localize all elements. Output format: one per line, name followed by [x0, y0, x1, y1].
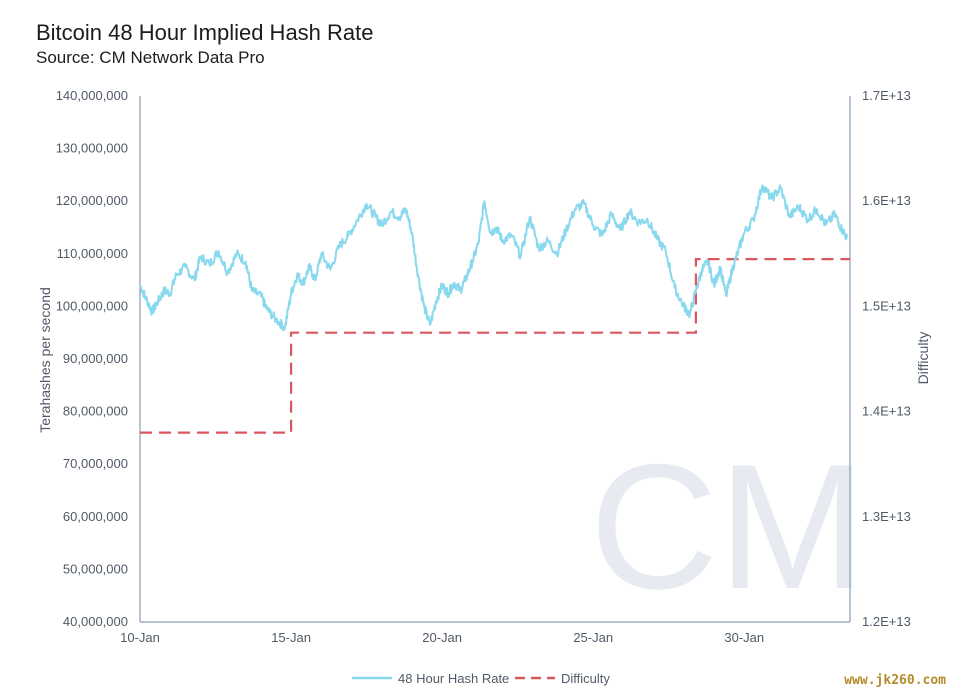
y-tick-label: 110,000,000	[57, 246, 128, 261]
chart-title: Bitcoin 48 Hour Implied Hash Rate	[36, 20, 374, 45]
y-axis-left-ticks: 140,000,000 130,000,000 120,000,000 110,000…	[56, 88, 128, 629]
y2-tick-label: 1.7E+13	[862, 88, 911, 103]
y2-tick-label: 1.6E+13	[862, 193, 911, 208]
x-tick-label: 15-Jan	[271, 630, 311, 645]
y-axis-right-ticks: 1.7E+13 1.6E+13 1.5E+13 1.4E+13 1.3E+13 1.2E+…	[862, 88, 911, 629]
chart-subtitle: Source: CM Network Data Pro	[36, 48, 265, 67]
x-axis-ticks: 10-Jan 15-Jan 20-Jan 25-Jan 30-Jan	[120, 630, 764, 645]
y2-axis-label: Difficulty	[915, 332, 931, 385]
site-watermark: www.jk260.com	[844, 673, 946, 688]
legend-difficulty-label: Difficulty	[561, 671, 610, 686]
y-tick-label: 50,000,000	[63, 561, 128, 576]
y-tick-label: 120,000,000	[56, 193, 128, 208]
y2-tick-label: 1.3E+13	[862, 509, 911, 524]
y-tick-label: 90,000,000	[63, 351, 128, 366]
difficulty-series	[140, 258, 850, 434]
y-tick-label: 100,000,000	[56, 298, 128, 313]
cm-logo-watermark: CM	[590, 427, 867, 626]
hash-rate-line	[139, 184, 848, 331]
y-tick-label: 70,000,000	[63, 456, 128, 471]
y2-tick-label: 1.4E+13	[862, 404, 911, 419]
x-tick-label: 10-Jan	[120, 630, 160, 645]
x-tick-label: 30-Jan	[724, 630, 764, 645]
y-tick-label: 130,000,000	[56, 141, 128, 156]
y-tick-label: 80,000,000	[63, 404, 128, 419]
y2-tick-label: 1.5E+13	[862, 298, 911, 313]
difficulty-line	[140, 258, 850, 434]
cm-logo-text: CM	[590, 427, 867, 626]
legend: 48 Hour Hash Rate Difficulty	[352, 671, 610, 686]
y-tick-label: 40,000,000	[63, 614, 128, 629]
axes	[139, 96, 851, 623]
x-tick-label: 25-Jan	[573, 630, 613, 645]
y-tick-label: 60,000,000	[63, 509, 128, 524]
y-tick-label: 140,000,000	[56, 88, 128, 103]
y2-tick-label: 1.2E+13	[862, 614, 911, 629]
x-tick-label: 20-Jan	[422, 630, 462, 645]
y-axis-label: Terahashes per second	[37, 287, 53, 433]
hash-rate-series	[139, 184, 848, 331]
legend-hash-label: 48 Hour Hash Rate	[398, 671, 509, 686]
